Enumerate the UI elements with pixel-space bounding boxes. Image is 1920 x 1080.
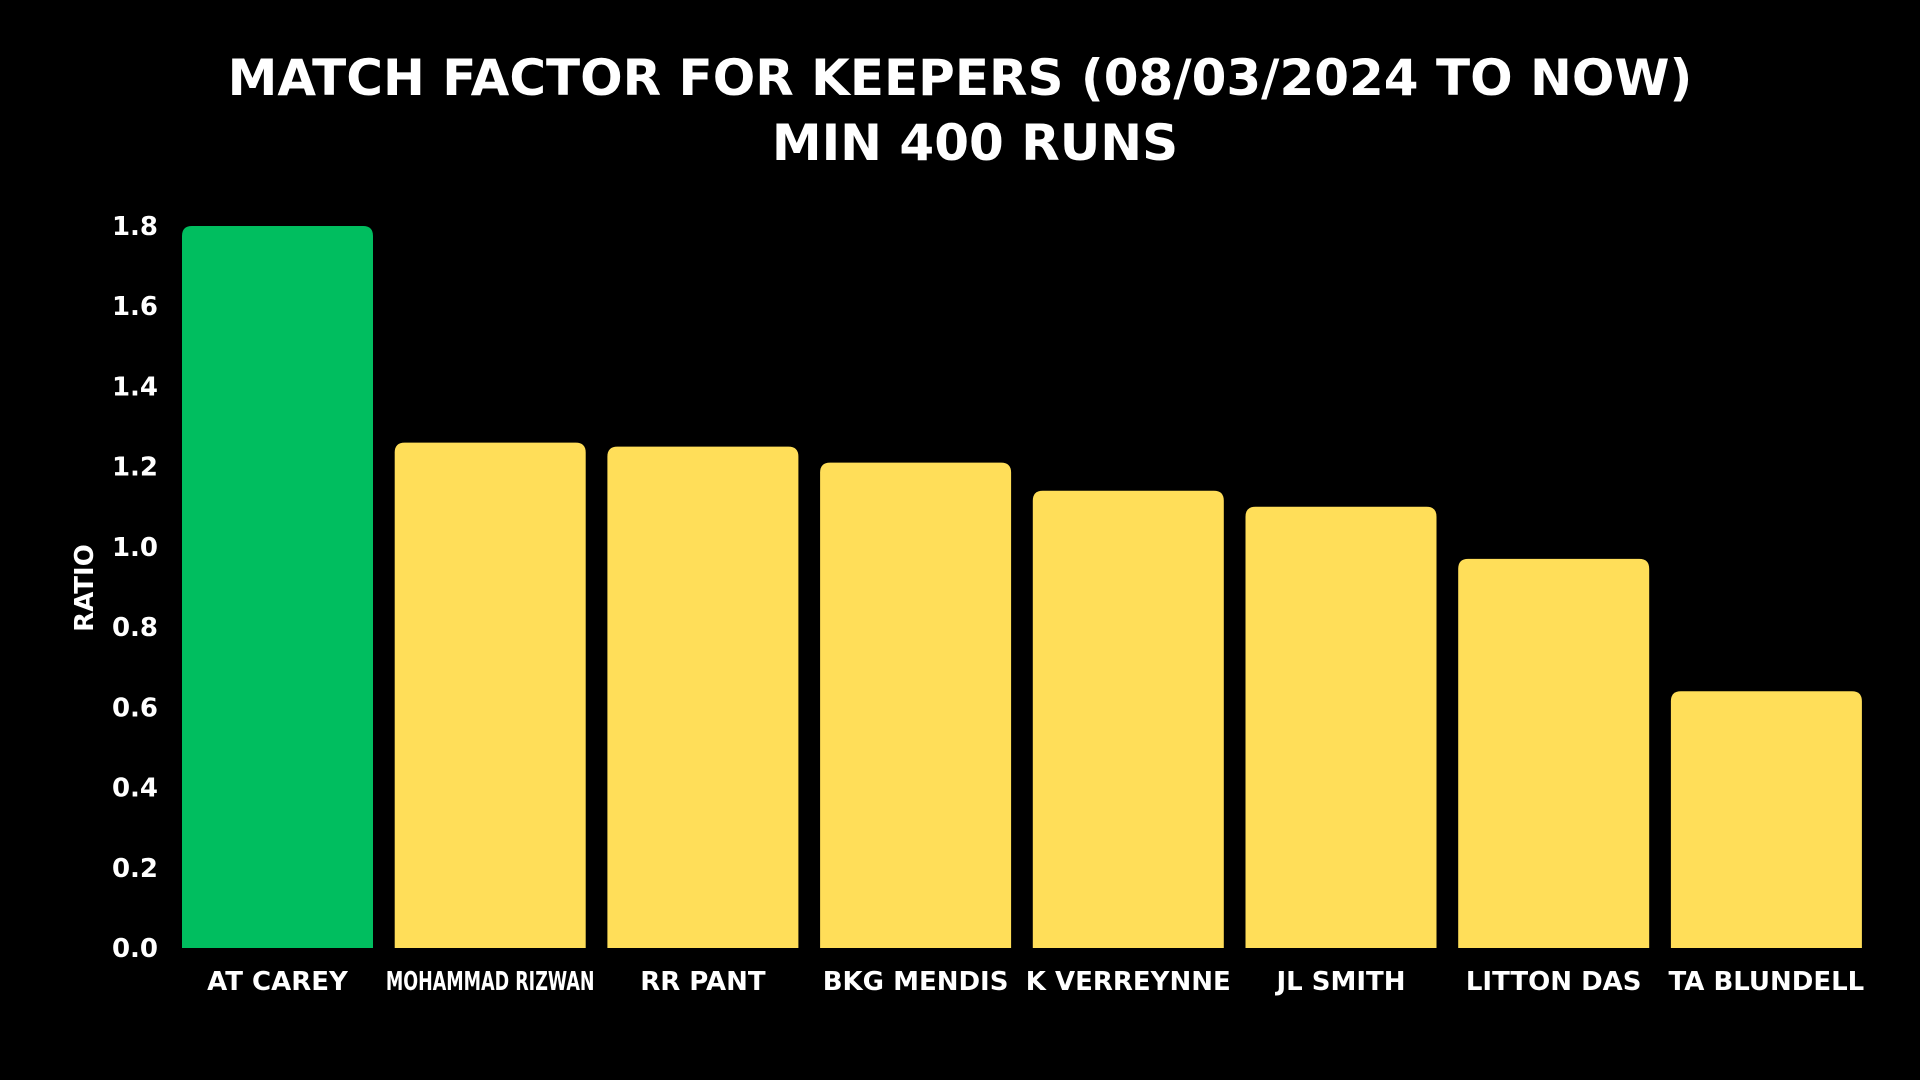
bar-mohammad-rizwan — [394, 442, 586, 948]
bars — [182, 226, 1862, 948]
x-category-label: JL SMITH — [1274, 967, 1405, 997]
bar-ta-blundell — [1670, 691, 1862, 948]
bar-k-verreynne — [1032, 490, 1224, 948]
y-tick-label: 0.2 — [112, 854, 158, 884]
y-tick-label: 0.6 — [112, 693, 158, 723]
x-category-label: RR PANT — [640, 967, 766, 997]
y-tick-label: 0.4 — [112, 774, 158, 804]
y-tick-label: 1.0 — [112, 533, 158, 563]
bar-jl-smith — [1245, 506, 1437, 948]
x-category-label: TA BLUNDELL — [1669, 967, 1865, 997]
bar-at-carey — [182, 226, 373, 948]
y-tick-label: 1.8 — [112, 212, 158, 242]
y-tick-label: 1.4 — [112, 372, 158, 402]
x-category-label: AT CAREY — [207, 967, 349, 997]
x-labels: AT CAREY MOHAMMAD RIZWAN RR PANT BKG MENDIS… — [207, 967, 1864, 997]
x-category-label: LITTON DAS — [1466, 967, 1642, 997]
y-tick-label: 0.0 — [112, 934, 158, 964]
x-category-label: MOHAMMAD RIZWAN — [386, 967, 595, 997]
y-tick-label: 1.2 — [112, 453, 158, 483]
y-ticks: 0.0 0.2 0.4 0.6 0.8 1.0 1.2 1.4 1.6 1.8 — [112, 212, 158, 964]
bar-litton-das — [1458, 558, 1650, 948]
y-tick-label: 1.6 — [112, 292, 158, 322]
bar-rr-pant — [607, 446, 799, 948]
y-axis-label: RATIO — [70, 544, 100, 632]
x-category-label: BKG MENDIS — [823, 967, 1009, 997]
bar-bkg-mendis — [820, 462, 1012, 948]
chart-title: MATCH FACTOR FOR KEEPERS (08/03/2024 TO … — [228, 49, 1693, 107]
y-tick-label: 0.8 — [112, 613, 158, 643]
x-category-label: K VERREYNNE — [1026, 967, 1231, 997]
chart-subtitle: MIN 400 RUNS — [772, 114, 1178, 172]
